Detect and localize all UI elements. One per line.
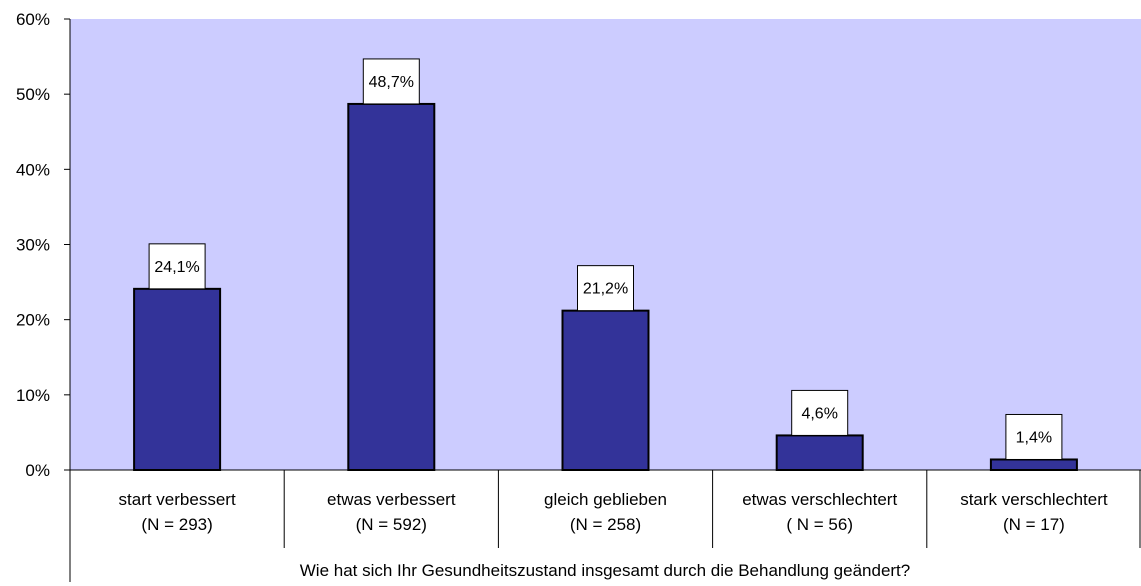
data-label-box xyxy=(577,265,634,312)
data-label-box xyxy=(791,389,849,436)
category-count: (N = 293) xyxy=(141,515,212,534)
data-label-box xyxy=(1005,413,1063,460)
data-label: 4,6% xyxy=(801,405,837,422)
bar xyxy=(347,102,436,472)
data-labels: 24,1% 48,7% 21,2% 4,6% 1,4% xyxy=(148,58,1063,460)
y-tick-label: 10% xyxy=(16,386,50,405)
x-axis-title: Wie hat sich Ihr Gesundheitszustand insg… xyxy=(300,561,911,580)
category-label: stark verschlechtert xyxy=(960,490,1108,509)
data-label-box xyxy=(362,58,420,105)
y-tick-label: 50% xyxy=(16,85,50,104)
bar xyxy=(561,309,650,471)
y-tick-label: 40% xyxy=(16,160,50,179)
category-label: etwas verbessert xyxy=(327,490,456,509)
category-label: etwas verschlechtert xyxy=(742,490,897,509)
category-count: (N = 592) xyxy=(356,515,427,534)
data-label: 24,1% xyxy=(154,259,199,276)
axes xyxy=(64,18,1141,582)
y-tick-label: 20% xyxy=(16,311,50,330)
category-count: ( N = 56) xyxy=(786,515,853,534)
data-label: 48,7% xyxy=(369,74,414,91)
data-label: 21,2% xyxy=(583,281,628,298)
data-label: 1,4% xyxy=(1016,429,1052,446)
y-axis-tick-labels: 0% 10% 20% 30% 40% 50% 60% xyxy=(16,10,50,480)
category-label: gleich geblieben xyxy=(544,490,667,509)
bar xyxy=(133,287,222,471)
data-label-box xyxy=(148,243,206,290)
y-tick-label: 30% xyxy=(16,236,50,255)
bar xyxy=(989,458,1078,471)
y-tick-label: 0% xyxy=(25,461,50,480)
y-tick-label: 60% xyxy=(16,10,50,29)
category-count: (N = 17) xyxy=(1003,515,1065,534)
category-label: start verbessert xyxy=(119,490,236,509)
category-labels: start verbessert (N = 293) etwas verbesser… xyxy=(119,490,1108,534)
category-count: (N = 258) xyxy=(570,515,641,534)
bar xyxy=(775,434,864,472)
